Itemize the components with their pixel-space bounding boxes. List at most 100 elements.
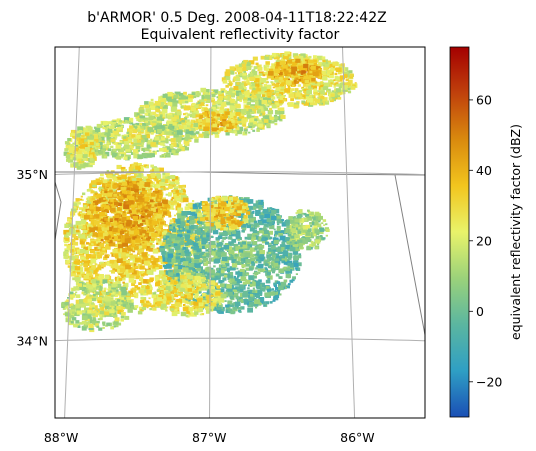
reflectivity-cell <box>75 266 80 270</box>
reflectivity-cell <box>194 105 198 108</box>
reflectivity-cell <box>244 91 249 95</box>
reflectivity-cell <box>225 85 229 88</box>
reflectivity-cell <box>176 137 182 142</box>
reflectivity-cell <box>292 60 294 62</box>
reflectivity-cell <box>150 243 153 245</box>
reflectivity-cell <box>152 185 155 187</box>
reflectivity-cell <box>143 151 145 153</box>
reflectivity-cell <box>145 108 151 113</box>
reflectivity-cell <box>80 234 86 239</box>
reflectivity-cell <box>246 80 249 83</box>
reflectivity-cell <box>105 275 110 279</box>
reflectivity-cell <box>183 92 187 95</box>
reflectivity-cell <box>323 86 328 90</box>
reflectivity-cell <box>140 218 142 220</box>
reflectivity-cell <box>176 190 179 193</box>
reflectivity-cell <box>236 75 239 78</box>
reflectivity-cell <box>232 93 235 96</box>
reflectivity-cell <box>171 107 177 112</box>
reflectivity-cell <box>135 189 139 192</box>
reflectivity-cell <box>249 87 252 90</box>
reflectivity-cell <box>243 76 247 79</box>
reflectivity-cell <box>150 139 152 141</box>
reflectivity-cell <box>272 105 277 109</box>
reflectivity-cell <box>256 129 260 132</box>
reflectivity-cell <box>122 182 127 186</box>
reflectivity-cell <box>274 229 276 231</box>
reflectivity-cell <box>97 124 102 128</box>
reflectivity-cell <box>219 110 224 114</box>
reflectivity-cell <box>109 190 113 193</box>
reflectivity-cell <box>186 129 190 132</box>
reflectivity-cell <box>155 267 159 270</box>
reflectivity-cell <box>199 125 201 127</box>
reflectivity-cell <box>306 90 312 95</box>
reflectivity-cell <box>317 90 319 92</box>
reflectivity-cell <box>163 216 165 218</box>
reflectivity-cell <box>118 236 121 239</box>
reflectivity-cell <box>173 208 175 210</box>
reflectivity-cell <box>106 222 111 226</box>
reflectivity-cell <box>93 227 97 231</box>
reflectivity-cell <box>254 66 258 69</box>
reflectivity-cell <box>97 252 99 254</box>
reflectivity-cell <box>105 209 108 211</box>
reflectivity-cell <box>144 182 150 187</box>
reflectivity-cell <box>80 199 83 201</box>
reflectivity-cell <box>128 140 130 142</box>
reflectivity-cell <box>83 263 88 267</box>
reflectivity-cell <box>172 277 174 279</box>
reflectivity-cell <box>230 131 233 133</box>
reflectivity-cell <box>269 108 272 111</box>
reflectivity-cell <box>163 212 166 215</box>
reflectivity-cell <box>309 95 312 97</box>
reflectivity-cell <box>219 128 223 132</box>
reflectivity-cell <box>243 100 247 103</box>
reflectivity-cell <box>81 257 84 260</box>
reflectivity-cell <box>225 111 230 115</box>
reflectivity-cell <box>147 279 151 282</box>
reflectivity-cell <box>126 260 130 263</box>
reflectivity-cell <box>146 166 149 168</box>
reflectivity-cell <box>234 116 237 119</box>
reflectivity-cell <box>149 308 152 310</box>
reflectivity-cell <box>114 202 119 206</box>
reflectivity-cell <box>290 98 294 101</box>
reflectivity-cell <box>181 106 184 109</box>
reflectivity-cell <box>81 196 83 198</box>
reflectivity-cell <box>148 236 152 239</box>
reflectivity-cell <box>78 214 81 216</box>
reflectivity-cell <box>159 148 164 152</box>
reflectivity-cell <box>229 83 232 86</box>
reflectivity-cell <box>125 238 131 243</box>
reflectivity-cell <box>282 64 287 68</box>
reflectivity-cell <box>138 120 141 123</box>
reflectivity-cell <box>305 80 309 84</box>
reflectivity-cell <box>142 135 147 139</box>
reflectivity-cell <box>348 88 351 90</box>
reflectivity-cell <box>106 133 110 137</box>
reflectivity-cell <box>313 55 317 58</box>
reflectivity-cell <box>159 96 163 99</box>
reflectivity-cell <box>142 220 145 223</box>
reflectivity-cell <box>230 87 233 89</box>
reflectivity-cell <box>223 114 228 118</box>
reflectivity-cell <box>102 127 105 129</box>
reflectivity-cell <box>322 60 325 63</box>
reflectivity-cell <box>275 69 280 73</box>
reflectivity-cell <box>335 98 337 100</box>
reflectivity-cell <box>121 187 125 190</box>
reflectivity-cell <box>149 297 151 299</box>
reflectivity-cell <box>187 113 190 116</box>
reflectivity-cell <box>165 126 167 128</box>
reflectivity-cell <box>152 221 158 226</box>
reflectivity-cell <box>88 236 91 238</box>
reflectivity-cell <box>133 216 139 220</box>
reflectivity-cell <box>141 237 143 239</box>
reflectivity-cell <box>80 249 85 253</box>
reflectivity-cell <box>197 93 201 96</box>
reflectivity-cell <box>147 270 153 275</box>
reflectivity-cell <box>162 155 164 157</box>
reflectivity-cell <box>132 129 137 133</box>
reflectivity-cell <box>185 143 189 146</box>
